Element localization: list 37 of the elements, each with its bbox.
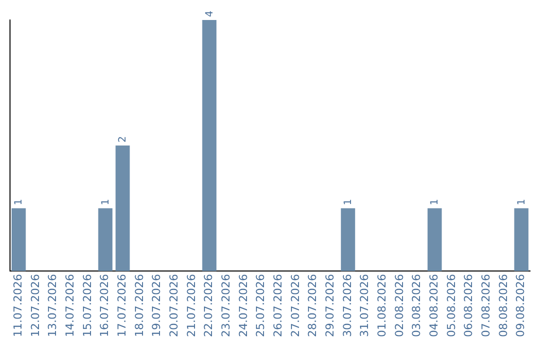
- x-tick-label: 31.07.2026: [358, 274, 372, 338]
- x-tick-label: 26.07.2026: [272, 274, 285, 338]
- x-tick-label: 28.07.2026: [306, 274, 320, 338]
- x-tick-label: 21.07.2026: [184, 274, 198, 338]
- x-tick-label: 29.07.2026: [324, 274, 337, 338]
- x-tick-label: 27.07.2026: [288, 274, 302, 338]
- x-tick-label: 05.08.2026: [444, 274, 458, 338]
- x-tick-label: 14.07.2026: [64, 274, 77, 338]
- x-tick-label: 08.08.2026: [496, 274, 510, 338]
- x-tick-label: 24.07.2026: [236, 274, 250, 338]
- data-label: 1: [343, 198, 354, 206]
- x-tick-label: 06.08.2026: [462, 274, 476, 338]
- x-tick-label: 16.07.2026: [98, 274, 112, 338]
- x-tick-label: 20.07.2026: [168, 274, 181, 338]
- data-label: 4: [204, 10, 216, 17]
- x-tick-label: 22.07.2026: [202, 274, 216, 338]
- x-tick-label: 12.07.2026: [28, 274, 42, 338]
- data-label: 1: [100, 198, 112, 206]
- x-tick-label: 03.08.2026: [410, 274, 424, 338]
- x-tick-label: 02.08.2026: [392, 274, 406, 338]
- x-tick-label: 04.08.2026: [428, 274, 441, 338]
- x-tick-label: 07.08.2026: [480, 274, 493, 338]
- x-tick-label: 18.07.2026: [132, 274, 146, 338]
- x-tick-label: 01.08.2026: [376, 274, 389, 338]
- x-tick-label: 17.07.2026: [116, 274, 129, 338]
- x-tick-label: 15.07.2026: [80, 274, 94, 338]
- x-tick-label: 23.07.2026: [220, 274, 233, 338]
- x-tick-label: 13.07.2026: [46, 274, 60, 338]
- x-tick-label: 09.08.2026: [514, 274, 528, 338]
- data-label: 1: [14, 198, 25, 206]
- x-tick-label: 25.07.2026: [254, 274, 268, 338]
- data-label: 1: [430, 198, 441, 206]
- x-tick-label: 30.07.2026: [340, 274, 354, 338]
- x-tick-label: 19.07.2026: [150, 274, 164, 338]
- data-label: 1: [516, 198, 528, 206]
- x-tick-label: 11.07.2026: [12, 274, 25, 338]
- data-label: 2: [118, 136, 129, 143]
